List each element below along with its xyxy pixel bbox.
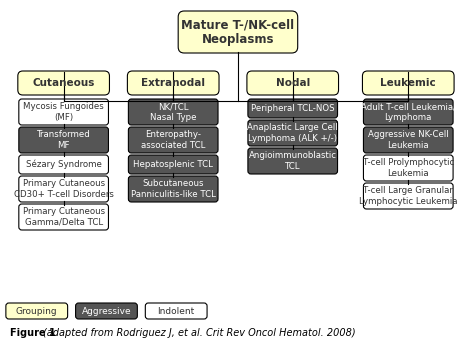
FancyBboxPatch shape <box>364 155 453 181</box>
Text: T-cell Prolymphocytic
Leukemia: T-cell Prolymphocytic Leukemia <box>363 158 454 178</box>
Text: Hepatosplenic TCL: Hepatosplenic TCL <box>133 160 213 169</box>
FancyBboxPatch shape <box>363 71 454 95</box>
Text: Extranodal: Extranodal <box>141 78 205 88</box>
FancyBboxPatch shape <box>128 127 218 153</box>
Text: (adapted from Rodriguez J, et al. Crit Rev Oncol Hematol. 2008): (adapted from Rodriguez J, et al. Crit R… <box>43 328 356 338</box>
Text: Sézary Syndrome: Sézary Syndrome <box>26 160 101 169</box>
Text: Figure 1: Figure 1 <box>10 328 55 338</box>
Text: Cutaneous: Cutaneous <box>32 78 95 88</box>
FancyBboxPatch shape <box>248 148 337 174</box>
FancyBboxPatch shape <box>18 71 109 95</box>
FancyBboxPatch shape <box>248 99 337 118</box>
FancyBboxPatch shape <box>128 99 218 125</box>
Text: Subcutaneous
Panniculitis-like TCL: Subcutaneous Panniculitis-like TCL <box>131 179 216 199</box>
Text: Anaplastic Large Cell
Lymphoma (ALK +/-): Anaplastic Large Cell Lymphoma (ALK +/-) <box>247 123 338 143</box>
FancyBboxPatch shape <box>19 99 109 125</box>
FancyBboxPatch shape <box>19 155 109 174</box>
FancyBboxPatch shape <box>364 99 453 125</box>
Text: Grouping: Grouping <box>16 306 57 316</box>
FancyBboxPatch shape <box>128 155 218 174</box>
Text: Angioimmunoblastic
TCL: Angioimmunoblastic TCL <box>249 151 337 171</box>
Text: Mature T-/NK-cell
Neoplasms: Mature T-/NK-cell Neoplasms <box>182 18 294 46</box>
Text: T-cell Large Granular
Lymphocytic Leukemia: T-cell Large Granular Lymphocytic Leukem… <box>359 186 457 206</box>
Text: Primary Cutaneous
Gamma/Delta TCL: Primary Cutaneous Gamma/Delta TCL <box>23 207 105 227</box>
FancyBboxPatch shape <box>19 127 109 153</box>
FancyBboxPatch shape <box>247 71 338 95</box>
FancyBboxPatch shape <box>6 303 68 319</box>
FancyBboxPatch shape <box>178 11 298 53</box>
FancyBboxPatch shape <box>128 71 219 95</box>
FancyBboxPatch shape <box>128 176 218 202</box>
Text: NK/TCL
Nasal Type: NK/TCL Nasal Type <box>150 102 196 122</box>
FancyBboxPatch shape <box>75 303 137 319</box>
Text: Aggressive NK-Cell
Leukemia: Aggressive NK-Cell Leukemia <box>368 130 448 150</box>
FancyBboxPatch shape <box>146 303 207 319</box>
Text: Leukemic: Leukemic <box>381 78 436 88</box>
Text: Mycosis Fungoides
(MF): Mycosis Fungoides (MF) <box>23 102 104 122</box>
FancyBboxPatch shape <box>364 183 453 209</box>
FancyBboxPatch shape <box>19 204 109 230</box>
Text: Transformed
MF: Transformed MF <box>37 130 91 150</box>
Text: Nodal: Nodal <box>275 78 310 88</box>
Text: Aggressive: Aggressive <box>82 306 131 316</box>
Text: Adult T-cell Leukemia/
Lymphoma: Adult T-cell Leukemia/ Lymphoma <box>361 102 456 122</box>
FancyBboxPatch shape <box>364 127 453 153</box>
FancyBboxPatch shape <box>248 120 337 146</box>
FancyBboxPatch shape <box>19 176 109 202</box>
Text: Primary Cutaneous
CD30+ T-cell Disorders: Primary Cutaneous CD30+ T-cell Disorders <box>14 179 114 199</box>
Text: Indolent: Indolent <box>157 306 195 316</box>
Text: Peripheral TCL-NOS: Peripheral TCL-NOS <box>251 104 335 113</box>
Text: Enteropathy-
associated TCL: Enteropathy- associated TCL <box>141 130 205 150</box>
